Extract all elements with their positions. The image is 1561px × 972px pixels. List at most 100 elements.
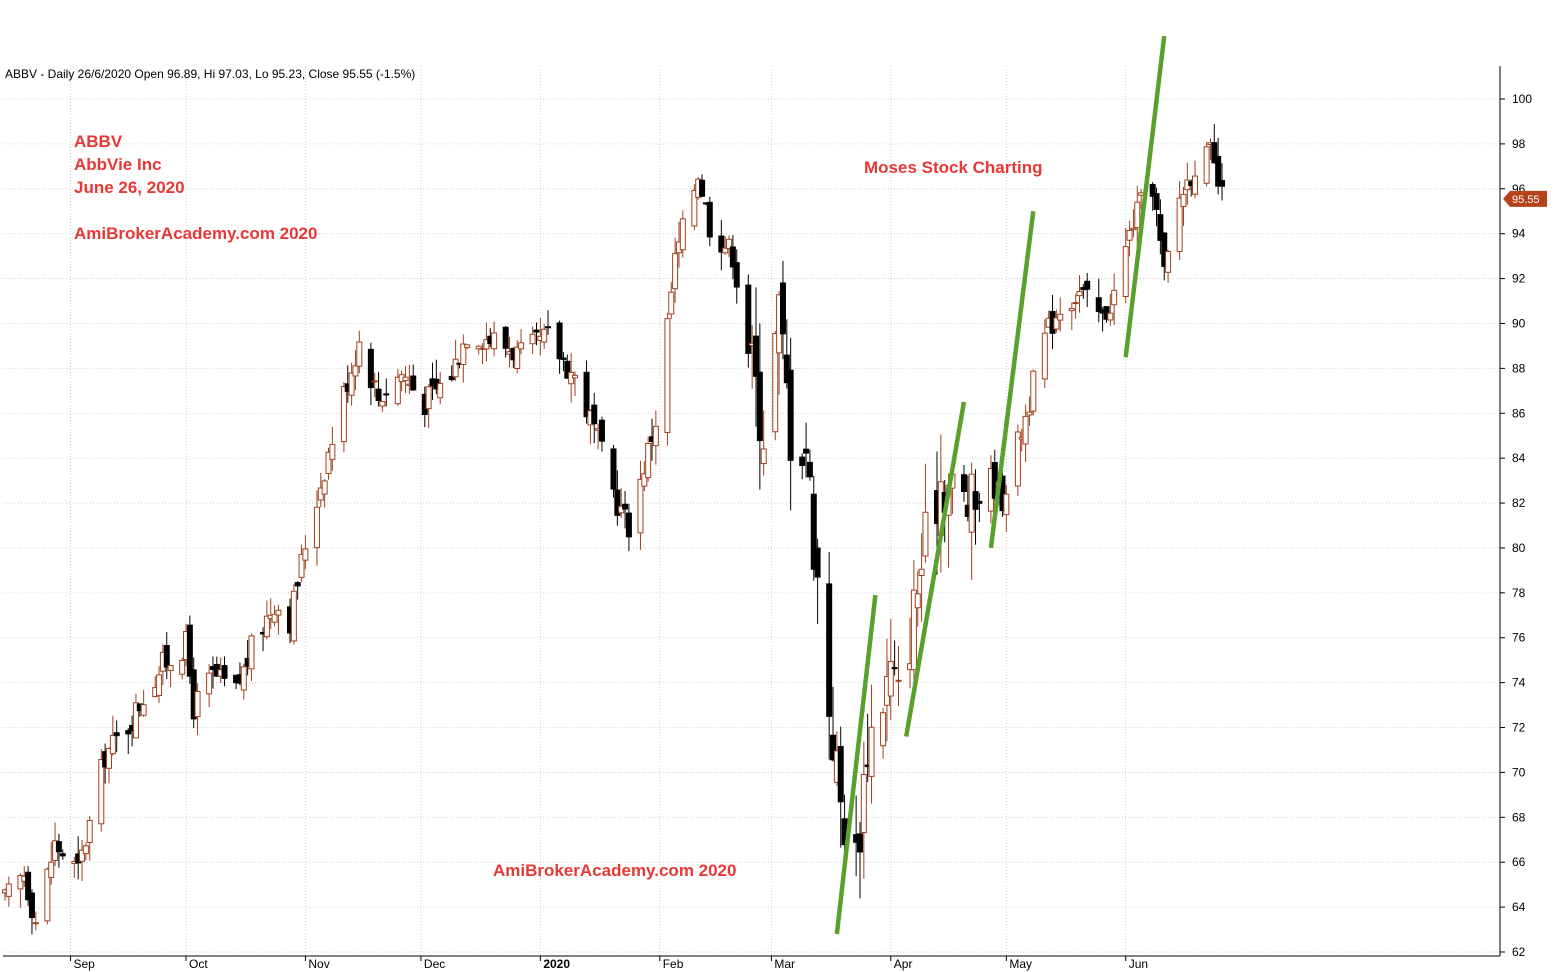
candle-body	[371, 380, 378, 383]
candle-body	[48, 861, 55, 878]
y-tick-label: 72	[1512, 721, 1526, 735]
candle-body	[298, 553, 305, 578]
candle-body	[1219, 180, 1225, 187]
candle-body	[733, 262, 740, 288]
y-axis: 6264666870727476788082848688909294969810…	[1499, 66, 1532, 959]
candle-body	[1014, 431, 1021, 487]
candle-body	[448, 375, 455, 381]
y-tick-label: 82	[1512, 496, 1526, 510]
candle-body	[1072, 302, 1079, 305]
candle-body	[410, 375, 417, 391]
candle-body	[518, 342, 525, 350]
candle-body	[598, 419, 605, 442]
x-tick-label: May	[1009, 957, 1032, 971]
candle-body	[1068, 307, 1075, 312]
candle-body	[556, 322, 563, 360]
candle-body	[637, 478, 644, 534]
candle-body	[321, 480, 328, 495]
candle-body	[352, 365, 359, 377]
last-price-tag-label: 95.55	[1512, 194, 1540, 206]
candle-body	[1180, 193, 1187, 207]
ticker-label: ABBV	[74, 132, 123, 151]
candle-body	[779, 282, 786, 335]
candle-body	[17, 875, 24, 890]
x-tick-label: Apr	[894, 957, 913, 971]
candle-body	[672, 253, 679, 290]
y-tick-label: 88	[1512, 361, 1526, 375]
y-tick-label: 62	[1512, 945, 1526, 959]
candle-body	[186, 624, 193, 677]
site-label-bottom: AmiBrokerAcademy.com 2020	[493, 861, 737, 880]
candle-body	[55, 841, 62, 853]
candle-body	[972, 491, 979, 510]
candle-body	[891, 667, 898, 670]
candle-body	[826, 583, 833, 717]
candle-body	[591, 404, 598, 425]
candle-body	[132, 702, 139, 739]
candle-body	[221, 665, 228, 679]
candle-body	[5, 883, 12, 897]
trendline	[1123, 35, 1167, 358]
y-tick-label: 80	[1512, 541, 1526, 555]
last-price-tag: 95.55	[1503, 190, 1547, 207]
candle-body	[760, 448, 767, 465]
candles	[2, 124, 1225, 935]
candle-body	[564, 360, 571, 379]
y-tick-label: 98	[1512, 137, 1526, 151]
candle-body	[1215, 156, 1222, 187]
candle-body	[726, 238, 733, 249]
candle-body	[32, 922, 39, 925]
candle-body	[294, 582, 301, 587]
candle-body	[1053, 317, 1060, 330]
trendline	[903, 401, 967, 737]
candle-body	[379, 401, 386, 407]
chart-header: ABBV - Daily 26/6/2020 Open 96.89, Hi 97…	[5, 67, 416, 81]
candle-body	[425, 386, 432, 410]
candle-body	[722, 247, 729, 254]
y-tick-label: 66	[1512, 855, 1526, 869]
candle-body	[356, 341, 363, 367]
candle-body	[1211, 142, 1218, 164]
trendline	[988, 210, 1036, 549]
candle-body	[529, 333, 536, 345]
candle-body	[452, 358, 459, 378]
candle-body	[856, 833, 863, 853]
candle-body	[367, 348, 374, 389]
candle-body	[976, 500, 983, 504]
candle-body	[887, 661, 894, 697]
candle-body	[1165, 250, 1172, 273]
candle-body	[1003, 493, 1010, 516]
candle-body	[1126, 229, 1133, 241]
candle-body	[718, 235, 725, 253]
candle-body	[1138, 192, 1145, 196]
candle-body	[668, 291, 675, 315]
candle-body	[860, 774, 867, 833]
candle-body	[880, 712, 887, 747]
candle-body	[325, 451, 332, 474]
candle-body	[914, 593, 921, 609]
candle-body	[375, 388, 382, 401]
candle-body	[756, 371, 763, 442]
x-tick-label: Jun	[1129, 957, 1148, 971]
y-tick-label: 92	[1512, 272, 1526, 286]
candle-body	[271, 613, 278, 623]
candle-body	[113, 732, 120, 737]
candle-body	[402, 376, 409, 382]
candle-body	[652, 425, 659, 447]
y-tick-label: 64	[1512, 900, 1526, 914]
candle-body	[922, 511, 929, 557]
candle-body	[810, 493, 817, 570]
candle-body	[329, 443, 336, 460]
candle-body	[691, 189, 698, 227]
candle-body	[806, 461, 813, 478]
candle-body	[140, 704, 147, 716]
candle-body	[533, 329, 540, 333]
candle-body	[545, 326, 552, 329]
y-tick-label: 94	[1512, 227, 1526, 241]
y-tick-label: 68	[1512, 810, 1526, 824]
candle-body	[290, 590, 297, 642]
y-tick-label: 78	[1512, 586, 1526, 600]
candle-body	[1022, 415, 1029, 445]
y-tick-label: 74	[1512, 676, 1526, 690]
candle-body	[394, 376, 401, 405]
